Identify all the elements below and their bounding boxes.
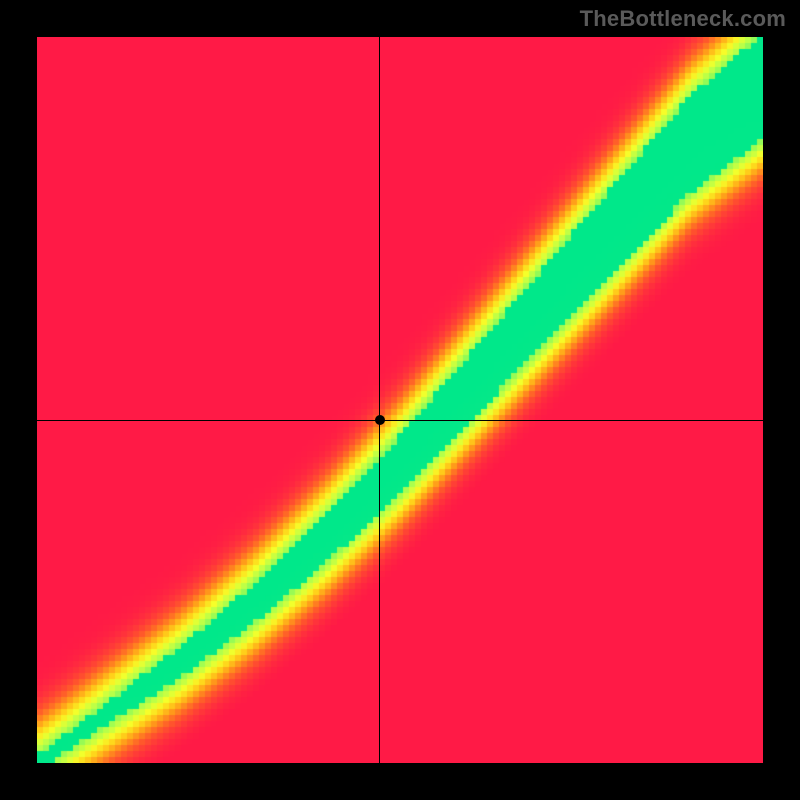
bottleneck-heatmap (37, 37, 763, 763)
chart-container: TheBottleneck.com (0, 0, 800, 800)
crosshair-vertical (379, 37, 380, 763)
crosshair-marker (375, 415, 385, 425)
crosshair-horizontal (37, 420, 763, 421)
watermark-text: TheBottleneck.com (580, 6, 786, 32)
